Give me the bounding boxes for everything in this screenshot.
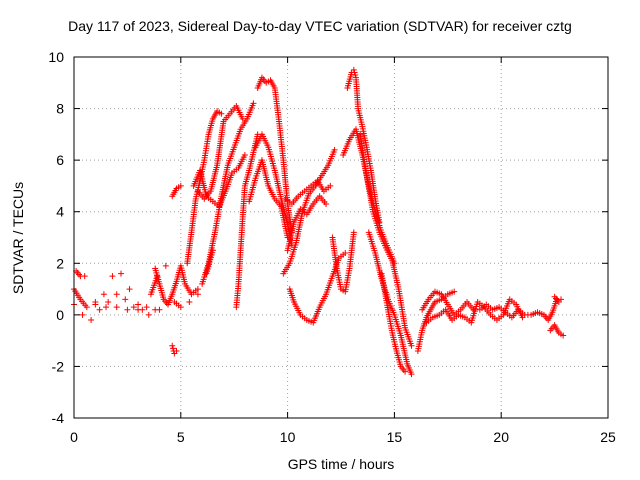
data-point [113, 304, 120, 311]
data-point [145, 311, 152, 318]
data-point [124, 306, 131, 313]
data-point [408, 342, 415, 349]
data-point [177, 182, 184, 189]
data-point [250, 100, 257, 107]
data-point [327, 182, 334, 189]
data-point [117, 270, 124, 277]
data-point [162, 262, 169, 269]
data-point [239, 115, 246, 122]
data-point [169, 342, 176, 349]
data-point [351, 69, 358, 76]
data-point [173, 347, 180, 354]
y-tick-label: 2 [56, 255, 64, 271]
data-point [130, 304, 137, 311]
data-point [83, 304, 90, 311]
data-point [122, 296, 129, 303]
data-point [88, 317, 95, 324]
data-point [241, 151, 248, 158]
data-point [555, 298, 562, 305]
plot-frame [73, 56, 609, 419]
data-point [103, 304, 110, 311]
data-point [331, 146, 338, 153]
data-point [350, 66, 357, 73]
data-point [169, 345, 176, 352]
x-tick-label: 25 [600, 429, 616, 445]
chart-title: Day 117 of 2023, Sidereal Day-to-day VTE… [68, 18, 572, 34]
x-tick-label: 5 [177, 429, 185, 445]
data-point [352, 72, 359, 79]
y-tick-label: -4 [52, 410, 65, 426]
data-point [96, 306, 103, 313]
data-point [156, 306, 163, 313]
data-point [135, 306, 142, 313]
y-tick-label: 4 [56, 204, 64, 220]
y-tick-label: 8 [56, 101, 64, 117]
data-point [126, 286, 133, 293]
data-point [218, 110, 225, 117]
data-point [402, 368, 409, 375]
data-point [342, 249, 349, 256]
y-tick-label: 0 [56, 307, 64, 323]
data-point [113, 291, 120, 298]
data-point [92, 301, 99, 308]
axes [73, 56, 609, 419]
x-tick-label: 10 [280, 429, 296, 445]
y-tick-label: 10 [48, 49, 64, 65]
data-point [186, 298, 193, 305]
data-point [135, 301, 142, 308]
data-point [408, 371, 415, 378]
data-point [79, 311, 86, 318]
data-point [154, 273, 161, 280]
data-point [105, 298, 112, 305]
data-point [177, 304, 184, 311]
data-point [350, 229, 357, 236]
data-point [194, 291, 201, 298]
data-point [100, 291, 107, 298]
x-tick-label: 20 [493, 429, 509, 445]
y-tick-label: -2 [52, 358, 65, 374]
tick-labels: 0 5 10 15 20 25 -4 -2 0 2 4 6 8 10 [48, 49, 616, 445]
y-tick-label: 6 [56, 152, 64, 168]
data-point [143, 304, 150, 311]
x-axis-label: GPS time / hours [287, 456, 395, 472]
grid-lines [74, 57, 608, 418]
data-point [109, 273, 116, 280]
data-point [323, 200, 330, 207]
data-point [194, 286, 201, 293]
data-point [81, 273, 88, 280]
data-markers [71, 66, 567, 378]
data-point [451, 288, 458, 295]
data-point [560, 332, 567, 339]
x-tick-label: 0 [70, 429, 78, 445]
x-tick-label: 15 [387, 429, 403, 445]
